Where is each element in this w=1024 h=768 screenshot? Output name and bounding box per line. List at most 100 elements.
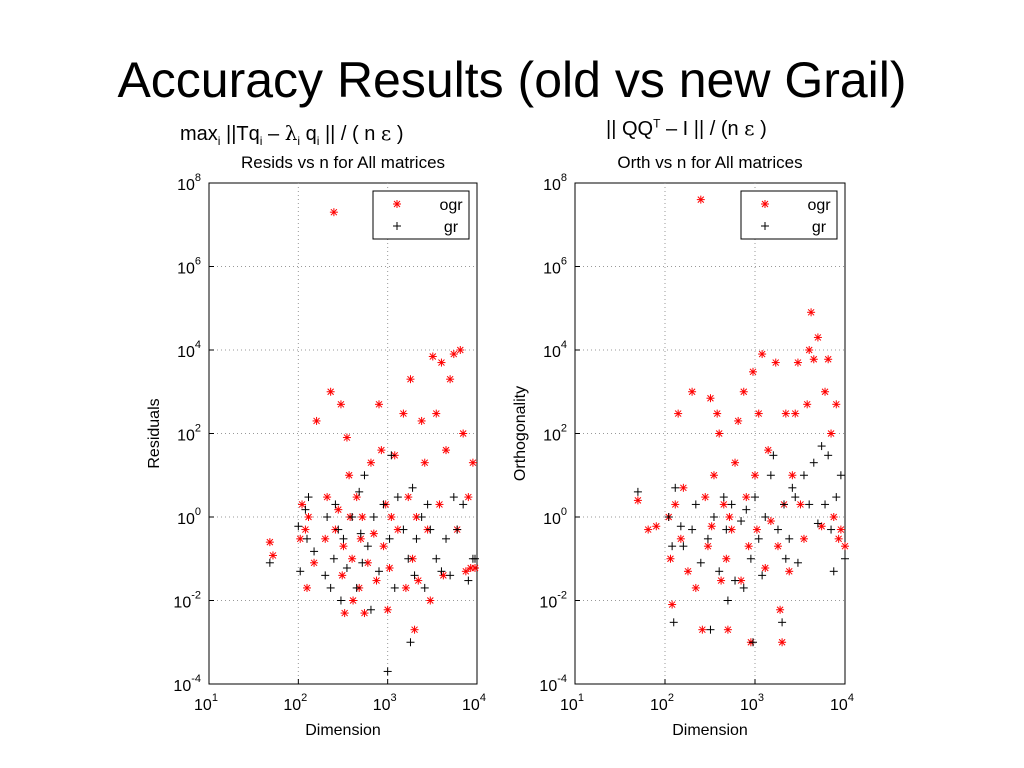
ogr-point [713, 409, 722, 418]
ogr-point [683, 567, 692, 576]
star-stroke [797, 501, 804, 508]
star-stroke [310, 559, 318, 567]
star-stroke [830, 513, 838, 521]
gr-point [331, 500, 340, 509]
star-stroke [421, 459, 429, 467]
ogr-point [428, 352, 437, 361]
ogr-point [731, 458, 740, 467]
ogr-point [717, 576, 726, 585]
star-stroke [707, 394, 714, 402]
gr-point [703, 534, 712, 543]
ogr-point [312, 416, 321, 425]
gr-point [696, 558, 705, 567]
star-stroke [778, 638, 786, 646]
gr-point [773, 525, 782, 534]
ogr-point [722, 554, 731, 563]
gr-point [410, 571, 419, 580]
ogr-point [302, 583, 311, 592]
gr-point [348, 513, 357, 521]
ogr-point [417, 416, 426, 425]
gr-point [841, 554, 849, 563]
star-stroke [731, 459, 739, 467]
legend-label-gr: gr [444, 219, 459, 236]
ogr-point [744, 542, 753, 551]
gr-point [326, 583, 335, 592]
star-stroke [794, 359, 802, 366]
gr-point [390, 583, 399, 592]
ogr-point [688, 387, 697, 396]
ogr-point [766, 517, 775, 526]
ogr-point [296, 534, 305, 543]
star-stroke [807, 308, 815, 316]
y-tick-label: 102 [543, 423, 567, 445]
star-stroke [327, 388, 335, 396]
ogr-point [691, 583, 700, 592]
ogr-point [349, 596, 358, 605]
star-stroke [459, 430, 467, 437]
x-tick-label: 104 [830, 692, 854, 714]
gr-point [781, 554, 790, 563]
gr-point [375, 567, 384, 576]
star-stroke [724, 626, 732, 634]
star-stroke [745, 542, 753, 550]
star-stroke [758, 350, 766, 358]
ogr-point [420, 458, 429, 467]
star-stroke [692, 584, 700, 592]
slide-title: Accuracy Results (old vs new Grail) [117, 52, 907, 108]
star-stroke [764, 446, 772, 454]
ogr-point [805, 346, 814, 354]
star-stroke [407, 375, 414, 383]
gr-point [383, 667, 392, 676]
gr-point [761, 513, 770, 521]
gr-point [691, 500, 700, 509]
ogr-point [439, 571, 448, 580]
star-stroke [810, 355, 818, 363]
y-tick-label: 108 [177, 172, 201, 194]
star-stroke [788, 471, 796, 479]
ogr-point [412, 513, 421, 521]
star-stroke [701, 493, 709, 501]
ogr-point [377, 446, 386, 455]
gr-point [722, 525, 731, 534]
gr-point [664, 513, 673, 521]
ogr-point [748, 367, 757, 376]
star-stroke [737, 577, 745, 584]
legend-marker-ogr [393, 200, 401, 208]
star-stroke [667, 555, 674, 563]
star-stroke [772, 359, 780, 366]
star-stroke [755, 410, 763, 417]
star-stroke [373, 577, 380, 584]
ogr-point [827, 429, 836, 438]
ogr-point [468, 458, 477, 467]
ogr-point [652, 522, 661, 531]
ogr-point [719, 500, 728, 509]
orth-chart: 101 102 103 104 10-4 10-2 100 102 104 106 108 Orth … [512, 153, 854, 739]
star-stroke [384, 606, 392, 614]
ogr-point [375, 400, 384, 409]
star-stroke [824, 355, 832, 363]
star-stroke [469, 459, 477, 467]
x-tick-label: 104 [462, 692, 486, 714]
star-stroke [380, 542, 387, 550]
ogr-point [781, 409, 790, 418]
ogr-point [304, 513, 313, 521]
ogr-point [836, 525, 845, 534]
ogr-point [813, 333, 822, 342]
star-stroke [680, 484, 687, 492]
star-stroke [708, 522, 716, 530]
ogr-point [758, 350, 767, 359]
gr-point [301, 505, 310, 514]
gr-point [778, 618, 787, 627]
y-tick-label: 106 [177, 256, 201, 278]
ogr-point [707, 522, 716, 531]
star-stroke [832, 400, 840, 408]
star-stroke [349, 597, 357, 604]
star-stroke [429, 353, 437, 360]
gr-point [423, 500, 432, 509]
gr-point [779, 500, 788, 509]
star-stroke [358, 513, 366, 521]
ogr-point [739, 387, 748, 396]
ogr-point [752, 525, 761, 534]
gr-point [406, 638, 415, 647]
ogr-point [791, 409, 800, 418]
